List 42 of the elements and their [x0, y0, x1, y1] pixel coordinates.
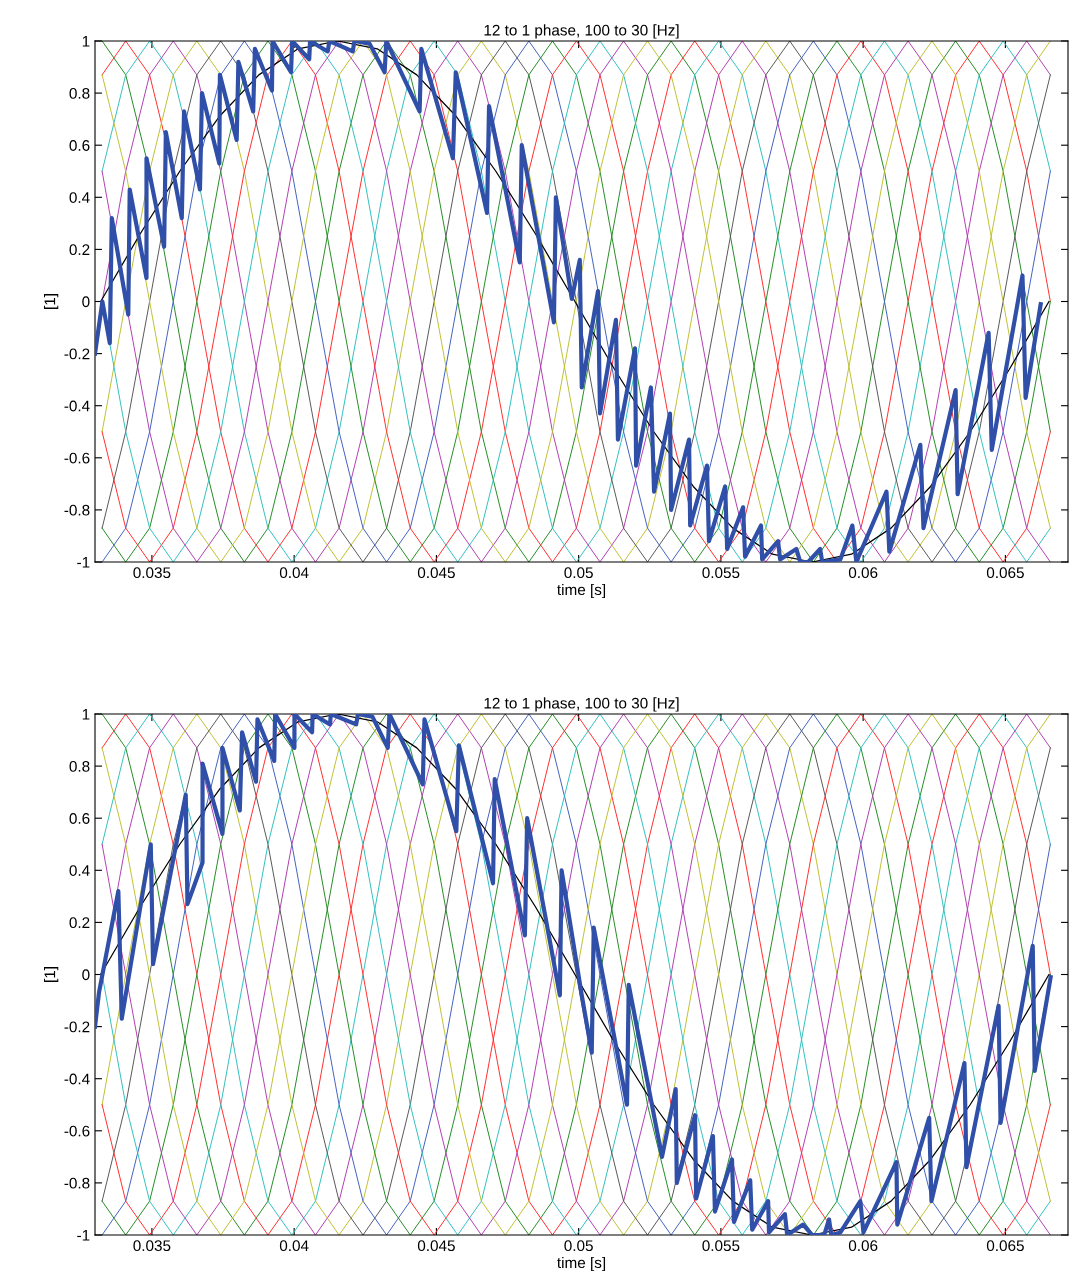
x-axis-title: time [s] [557, 1256, 606, 1272]
x-tick-label: 0.05 [564, 567, 593, 579]
y-tick-label: 0 [82, 296, 90, 308]
y-tick-label: -0.6 [64, 452, 90, 464]
y-tick-label: 0.4 [69, 865, 90, 876]
y-tick-label: 0.4 [69, 192, 90, 203]
y-tick-label: 1 [82, 709, 90, 720]
y-tick-label: 0.2 [69, 244, 90, 256]
y-tick-label: -0.4 [64, 1073, 90, 1085]
y-axis-title: [1] [44, 294, 59, 309]
y-tick-label: 0.2 [69, 917, 90, 929]
x-tick-label: 0.055 [702, 1240, 740, 1252]
chart-title: 12 to 1 phase, 100 to 30 [Hz] [484, 24, 679, 39]
x-axis-title: time [s] [557, 583, 606, 599]
x-tick-label: 0.065 [986, 567, 1024, 579]
y-tick-label: -0.2 [64, 1021, 90, 1033]
x-tick-label: 0.05 [564, 1240, 593, 1252]
y-tick-label: -0.8 [64, 1177, 90, 1189]
x-tick-label: 0.04 [279, 1240, 309, 1252]
y-tick-label: 0.6 [69, 813, 90, 824]
x-tick-label: 0.055 [702, 567, 740, 579]
x-tick-label: 0.06 [848, 567, 878, 579]
chart-title: 12 to 1 phase, 100 to 30 [Hz] [484, 697, 679, 712]
y-tick-label: -0.2 [64, 348, 90, 360]
x-tick-label: 0.035 [133, 567, 171, 579]
x-tick-label: 0.045 [417, 567, 455, 579]
x-tick-label: 0.045 [417, 1240, 455, 1252]
y-axis-title: [1] [44, 967, 59, 982]
y-tick-label: -1 [77, 1230, 90, 1241]
y-tick-label: 0 [82, 969, 90, 981]
x-tick-label: 0.065 [986, 1240, 1024, 1252]
y-tick-label: -0.8 [64, 504, 90, 516]
x-tick-label: 0.035 [133, 1240, 171, 1252]
y-tick-label: 0.8 [69, 760, 90, 772]
y-tick-label: -0.4 [64, 400, 90, 412]
x-tick-label: 0.06 [848, 1240, 878, 1252]
y-tick-label: -0.6 [64, 1125, 90, 1137]
x-tick-label: 0.04 [279, 567, 309, 579]
y-tick-label: 0.8 [69, 87, 90, 99]
y-tick-label: -1 [77, 557, 90, 568]
y-tick-label: 0.6 [69, 140, 90, 151]
y-tick-label: 1 [82, 36, 90, 47]
